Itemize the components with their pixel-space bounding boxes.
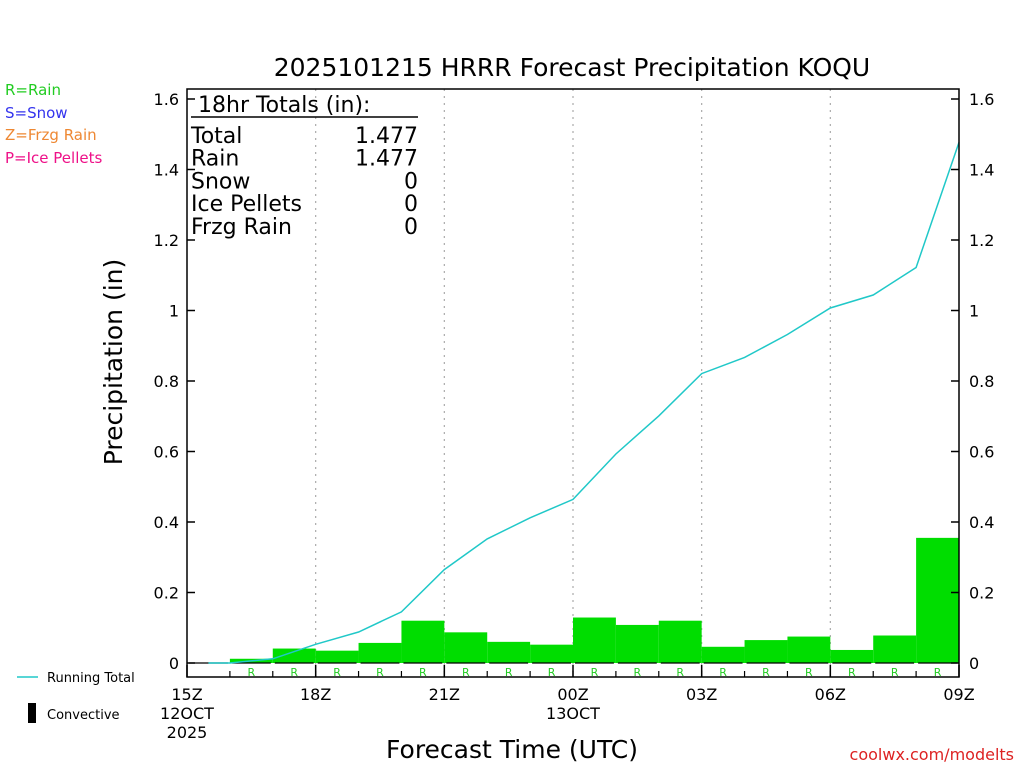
type-label-6: R [419,666,427,679]
y-tick-label-left-5: 1 [169,302,179,321]
y-tick-label-left-6: 1.2 [154,231,179,250]
precip-bar-5 [358,642,402,663]
precip-bar-15 [787,636,831,663]
type-label-7: R [462,666,470,679]
precip-bar-12 [658,620,702,663]
y-tick-label-right-6: 1.2 [969,231,994,250]
type-label-5: R [376,666,384,679]
type-label-4: R [333,666,341,679]
x-tick-label-3-1: 13OCT [546,704,600,723]
type-label-16: R [848,666,856,679]
x-tick-label-4-0: 03Z [686,685,717,704]
type-label-11: R [634,666,642,679]
type-label-3: R [290,666,298,679]
legend-rain: R=Rain [5,81,61,99]
precip-bars [229,537,959,663]
running-total-legend-label: Running Total [47,671,135,686]
x-tick-label-5-0: 06Z [815,685,846,704]
y-tick-label-right-5: 1 [969,302,979,321]
type-label-18: R [934,666,942,679]
totals-heading: 18hr Totals (in): [198,93,370,118]
x-tick-label-0-0: 15Z [171,685,202,704]
totals-value-3: 0 [404,192,418,217]
x-tick-label-2-0: 21Z [429,685,460,704]
type-label-17: R [891,666,899,679]
y-tick-label-right-0: 0 [969,654,979,673]
totals-box: 18hr Totals (in): Total 1.477 Rain 1.477 Sno… [190,93,418,240]
y-tick-label-left-0: 0 [169,654,179,673]
totals-label-1: Rain [191,147,239,172]
precip-bar-3 [272,648,316,663]
precip-bar-10 [573,617,616,663]
totals-label-4: Frzg Rain [191,215,292,240]
x-tick-label-0-1: 12OCT [160,704,214,723]
convective-legend-label: Convective [47,708,120,723]
x-tick-label-0-2: 2025 [167,723,208,742]
type-label-14: R [762,666,770,679]
x-tick-label-1-0: 18Z [300,685,331,704]
totals-label-2: Snow [191,169,250,194]
type-label-2: R [248,666,256,679]
chart-title: 2025101215 HRRR Forecast Precipitation K… [274,53,870,82]
type-label-13: R [719,666,727,679]
precip-bar-9 [530,644,573,663]
precip-bar-11 [615,624,659,663]
y-tick-label-right-2: 0.4 [969,513,994,532]
legend-frzg-rain: Z=Frzg Rain [5,126,97,144]
type-label-10: R [591,666,599,679]
precip-bar-8 [487,641,531,663]
grid-lines [315,89,831,677]
precip-bar-13 [701,646,745,663]
totals-label-0: Total [190,124,242,149]
credit-text: coolwx.com/modelts [850,745,1014,764]
y-tick-label-left-8: 1.6 [154,90,179,109]
y-tick-label-right-8: 1.6 [969,90,994,109]
type-label-12: R [676,666,684,679]
y-tick-label-right-1: 0.2 [969,584,994,603]
precip-bar-18 [916,537,959,663]
type-label-8: R [505,666,513,679]
y-tick-label-left-3: 0.6 [154,443,179,462]
totals-label-3: Ice Pellets [191,192,302,217]
y-ticks: 0 00.2 0.20.4 0.40.6 0.60.8 0.81 11.2 1.21.4 1.4… [154,90,995,673]
type-label-9: R [548,666,556,679]
totals-value-0: 1.477 [355,124,418,149]
y-tick-label-left-2: 0.4 [154,513,179,532]
legend-snow: S=Snow [5,104,68,122]
y-tick-label-left-4: 0.8 [154,372,179,391]
y-tick-label-left-1: 0.2 [154,584,179,603]
convective-legend-swatch [28,703,36,723]
x-axis-label: Forecast Time (UTC) [386,735,638,764]
precip-bar-16 [830,649,874,663]
y-tick-label-right-7: 1.4 [969,161,994,180]
totals-value-4: 0 [404,215,418,240]
y-tick-label-right-3: 0.6 [969,443,994,462]
type-label-15: R [805,666,813,679]
x-tick-label-6-0: 09Z [943,685,974,704]
precip-bar-4 [315,650,359,663]
x-tick-label-3-0: 00Z [557,685,588,704]
precip-bar-14 [744,640,788,663]
precip-bar-6 [401,620,445,663]
totals-value-2: 0 [404,169,418,194]
legend-ice-pellets: P=Ice Pellets [5,149,103,167]
running-total-line [208,142,960,664]
y-tick-label-right-4: 0.8 [969,372,994,391]
totals-value-1: 1.477 [355,147,418,172]
running-total-line-group [208,142,960,664]
precip-bar-7 [444,632,488,663]
y-tick-label-left-7: 1.4 [154,161,179,180]
y-axis-label: Precipitation (in) [99,259,128,466]
precip-bar-17 [873,635,917,663]
